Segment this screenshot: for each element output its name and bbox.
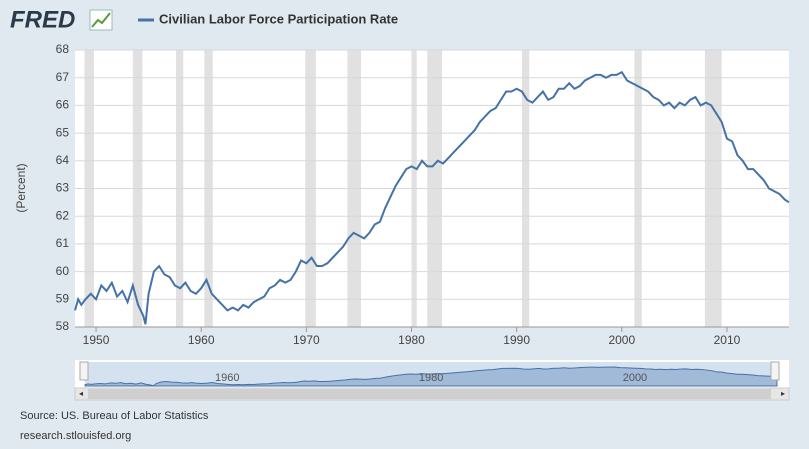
- x-tick-label: 1980: [398, 333, 425, 347]
- x-tick-label: 1960: [188, 333, 215, 347]
- y-tick-label: 62: [56, 208, 70, 222]
- x-tick-label: 1970: [293, 333, 320, 347]
- y-tick-label: 63: [56, 181, 70, 195]
- source: Source: US. Bureau of Labor Statistics: [20, 410, 209, 422]
- legend-label: Civilian Labor Force Participation Rate: [159, 11, 398, 26]
- navigator-tick-label: 2000: [623, 372, 647, 384]
- url: research.stlouisfed.org: [20, 430, 131, 442]
- y-tick-label: 58: [56, 319, 70, 333]
- data-line: [74, 70, 790, 325]
- y-tick-label: 68: [56, 42, 70, 56]
- y-axis-label: (Percent): [14, 163, 28, 212]
- scroll-left[interactable]: ◂: [79, 389, 83, 398]
- logo: FRED: [10, 6, 75, 33]
- navigator-area: [84, 366, 778, 387]
- navigator-tick-label: 1980: [419, 372, 443, 384]
- navigator-tick-label: 1960: [215, 372, 239, 384]
- y-tick-label: 67: [56, 70, 70, 84]
- navigator-handle[interactable]: [79, 361, 89, 381]
- navigator-handle[interactable]: [770, 361, 780, 381]
- x-tick-label: 2010: [714, 333, 741, 347]
- y-tick-label: 61: [56, 236, 70, 250]
- y-tick-label: 64: [56, 153, 70, 167]
- x-tick-label: 2000: [608, 333, 635, 347]
- y-tick-label: 65: [56, 125, 70, 139]
- scrollbar-thumb[interactable]: [88, 389, 771, 399]
- x-tick-label: 1950: [83, 333, 110, 347]
- y-tick-label: 59: [56, 291, 70, 305]
- x-tick-label: 1990: [503, 333, 530, 347]
- y-tick-label: 60: [56, 264, 70, 278]
- logo-icon: [89, 9, 113, 31]
- scroll-right[interactable]: ▸: [781, 389, 785, 398]
- y-tick-label: 66: [56, 98, 70, 112]
